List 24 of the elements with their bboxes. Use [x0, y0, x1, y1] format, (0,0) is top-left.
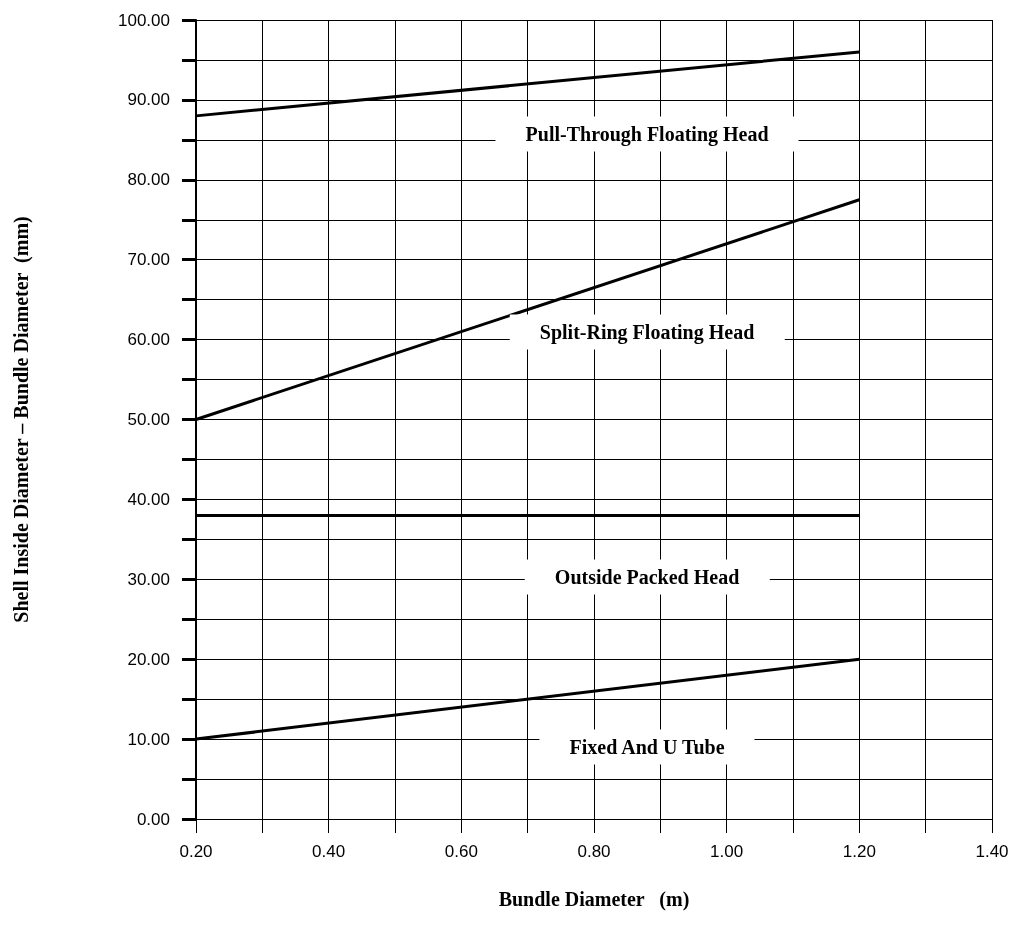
y-tick-label: 60.00 [127, 330, 170, 350]
y-tick-label: 100.00 [118, 10, 170, 30]
x-tick-label: 1.20 [842, 842, 876, 861]
y-tick-label: 40.00 [127, 489, 170, 509]
y-axis-title: Shell Inside Diameter – Bundle Diameter (mm) [10, 216, 33, 623]
x-tick-label: 0.80 [577, 842, 611, 861]
text: Outside Packed Head [524, 559, 770, 595]
y-tick-label: 50.00 [127, 410, 170, 429]
x-tick-label: 1.40 [975, 842, 1009, 861]
x-tick-label: 1.00 [710, 842, 744, 861]
x-tick-label: 0.60 [444, 842, 478, 861]
y-tick-label: 10.00 [127, 729, 170, 749]
x-tick-label: 0.40 [312, 842, 346, 861]
y-tick-label: 80.00 [127, 170, 170, 190]
y-tick-label: 90.00 [127, 90, 170, 110]
y-tick-label: 70.00 [127, 250, 170, 270]
y-tick-label: 0.00 [136, 809, 170, 829]
y-tick-label: 20.00 [127, 649, 170, 669]
x-axis-title: Bundle Diameter (m) [498, 888, 690, 911]
x-tick-label: 0.20 [179, 842, 213, 861]
series-label: Split-Ring Floating Head [509, 314, 785, 350]
text: Fixed And U Tube [539, 729, 755, 765]
y-tick-label: 30.00 [127, 569, 170, 589]
series-label: Pull-Through Floating Head [495, 116, 799, 152]
